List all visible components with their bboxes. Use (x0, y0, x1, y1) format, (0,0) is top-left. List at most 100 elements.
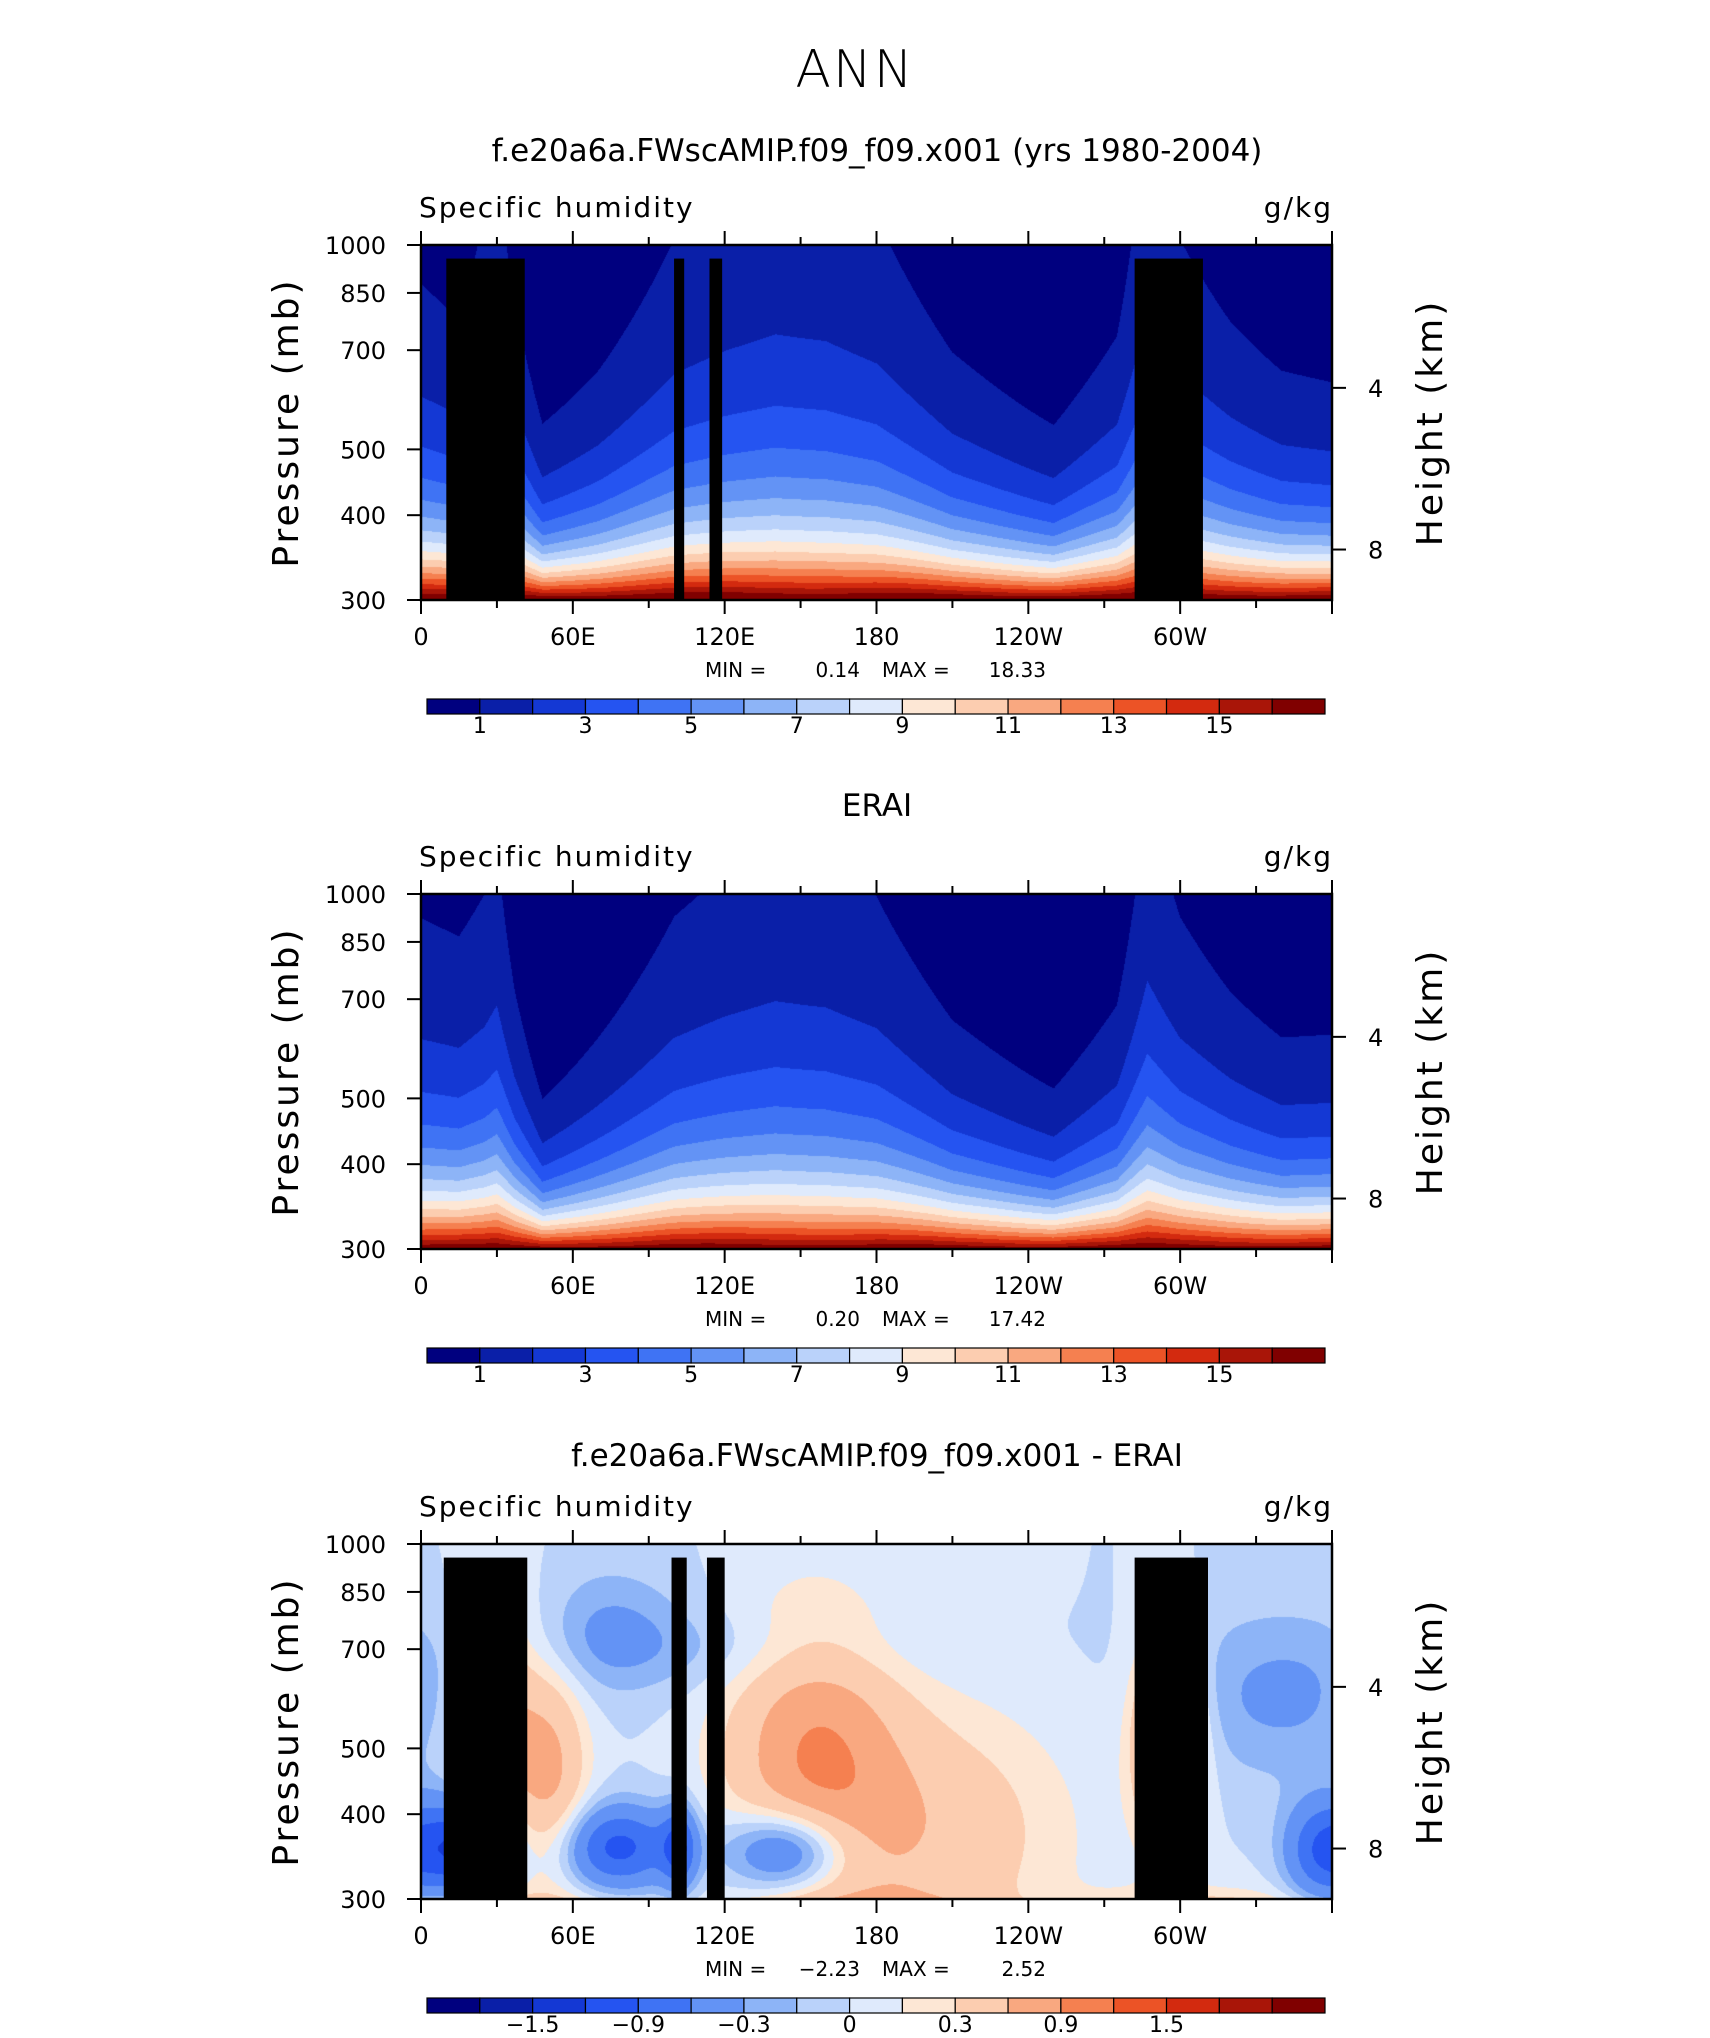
colorbar-tick-label: −0.3 (717, 2013, 770, 2038)
units-label: g/kg (1264, 840, 1333, 873)
max-value: 2.52 (1001, 1957, 1046, 1981)
colorbar-swatch (796, 1347, 851, 1364)
variable-label: Specific humidity (419, 840, 695, 873)
colorbar-swatch (743, 1347, 798, 1364)
x-tick-label: 60E (550, 1922, 596, 1950)
colorbar-swatch (1007, 1347, 1062, 1364)
y-tick-label: 300 (340, 587, 386, 615)
colorbar-swatch (1218, 1347, 1273, 1364)
y2-tick-label: 4 (1368, 1024, 1383, 1052)
colorbar-swatch (1218, 698, 1273, 715)
colorbar-swatch (1007, 698, 1062, 715)
y-tick-label: 300 (340, 1236, 386, 1264)
colorbar-tick-label: −0.9 (612, 2013, 665, 2038)
x-tick-label: 120W (994, 1922, 1064, 1950)
colorbar-swatch (848, 698, 904, 715)
colorbar-swatch (426, 1997, 481, 2014)
colorbar-swatch (690, 698, 745, 715)
colorbar-swatch (426, 1347, 481, 1364)
x-tick-label: 0 (413, 623, 428, 651)
y-tick-label: 850 (340, 929, 386, 957)
colorbar-tick-label: 5 (684, 1363, 698, 1388)
panel-title: f.e20a6a.FWscAMIP.f09_f09.x001 (yrs 1980… (492, 133, 1263, 169)
colorbar-swatch (690, 1997, 745, 2014)
colorbar-swatch (584, 1997, 639, 2014)
min-value: −2.23 (799, 1957, 860, 1981)
y-tick-label: 700 (340, 1636, 386, 1664)
colorbar-swatch (690, 1347, 745, 1364)
y2-tick-label: 8 (1368, 1186, 1383, 1214)
colorbar-tick-label: 0.9 (1043, 2013, 1078, 2038)
terrain-block (709, 258, 723, 600)
colorbar-tick-label: 7 (790, 1363, 804, 1388)
x-tick-label: 60W (1153, 623, 1207, 651)
x-tick-label: 180 (854, 623, 900, 651)
colorbar-tick-label: 9 (895, 1363, 909, 1388)
colorbar-swatch (1060, 1997, 1115, 2014)
colorbar-tick-label: 5 (684, 714, 698, 739)
x-tick-label: 120E (694, 623, 755, 651)
colorbar-tick-label: −1.5 (506, 2013, 559, 2038)
colorbar-swatch (1113, 698, 1168, 715)
x-tick-label: 120E (694, 1272, 755, 1300)
x-tick-label: 180 (854, 1922, 900, 1950)
colorbar-swatch (1007, 1997, 1062, 2014)
colorbar-swatch (1271, 1997, 1326, 2014)
panel-3: f.e20a6a.FWscAMIP.f09_f09.x001 - ERAI Spe… (266, 1438, 1451, 2038)
colorbar-swatch (637, 1347, 692, 1364)
colorbar-tick-label: 3 (578, 1363, 592, 1388)
colorbar-swatch (1165, 1347, 1220, 1364)
colorbar-swatch (1165, 1997, 1220, 2014)
colorbar-tick-label: 0 (843, 2013, 857, 2038)
colorbar-swatch (954, 698, 1009, 715)
colorbar-swatch (743, 698, 798, 715)
terrain-block (446, 258, 525, 600)
colorbar-swatch (584, 698, 639, 715)
y2-tick-label: 4 (1368, 375, 1383, 403)
x-tick-label: 120W (994, 1272, 1064, 1300)
max-label: MAX = (882, 1957, 950, 1981)
min-label: MIN = (705, 658, 766, 682)
colorbar-tick-label: 15 (1205, 714, 1233, 739)
x-tick-label: 60W (1153, 1922, 1207, 1950)
units-label: g/kg (1264, 1490, 1333, 1523)
panel-1: f.e20a6a.FWscAMIP.f09_f09.x001 (yrs 1980… (266, 133, 1451, 739)
colorbar-swatch (1060, 698, 1115, 715)
colorbar-swatch (1271, 1347, 1326, 1364)
y-tick-label: 400 (340, 1801, 386, 1829)
terrain-block (706, 1557, 725, 1899)
min-label: MIN = (705, 1307, 766, 1331)
colorbar-swatch (796, 698, 851, 715)
y-tick-label: 300 (340, 1886, 386, 1914)
colorbar-swatch (426, 698, 481, 715)
min-value: 0.14 (815, 658, 860, 682)
panel-title: f.e20a6a.FWscAMIP.f09_f09.x001 - ERAI (571, 1438, 1183, 1474)
colorbar-swatch (901, 698, 956, 715)
max-label: MAX = (882, 658, 950, 682)
colorbar-tick-label: 1 (473, 714, 487, 739)
colorbar-swatch (901, 1347, 956, 1364)
terrain-block (443, 1557, 528, 1899)
colorbar-tick-label: 13 (1100, 1363, 1128, 1388)
colorbar-swatch (901, 1997, 956, 2014)
y-axis-title: Pressure (mb) (266, 1576, 307, 1866)
y-axis-title: Pressure (mb) (266, 277, 307, 567)
y2-axis-title: Height (km) (1410, 299, 1451, 546)
colorbar-swatch (848, 1347, 904, 1364)
y-tick-label: 400 (340, 502, 386, 530)
contour-field (421, 894, 1332, 1249)
y-tick-label: 1000 (325, 881, 386, 909)
max-value: 18.33 (989, 658, 1046, 682)
terrain-block (489, 282, 508, 600)
panel-2: ERAI Specific humidity g/kg 0 60E 120E 180 120W… (266, 788, 1451, 1388)
colorbar-swatch (1060, 1347, 1115, 1364)
colorbar-swatch (637, 698, 692, 715)
min-label: MIN = (705, 1957, 766, 1981)
y-tick-label: 1000 (325, 1531, 386, 1559)
colorbar-swatch (584, 1347, 639, 1364)
max-label: MAX = (882, 1307, 950, 1331)
colorbar-swatch (532, 1347, 587, 1364)
y-tick-label: 700 (340, 986, 386, 1014)
y-tick-label: 500 (340, 1735, 386, 1763)
y-tick-label: 850 (340, 1579, 386, 1607)
